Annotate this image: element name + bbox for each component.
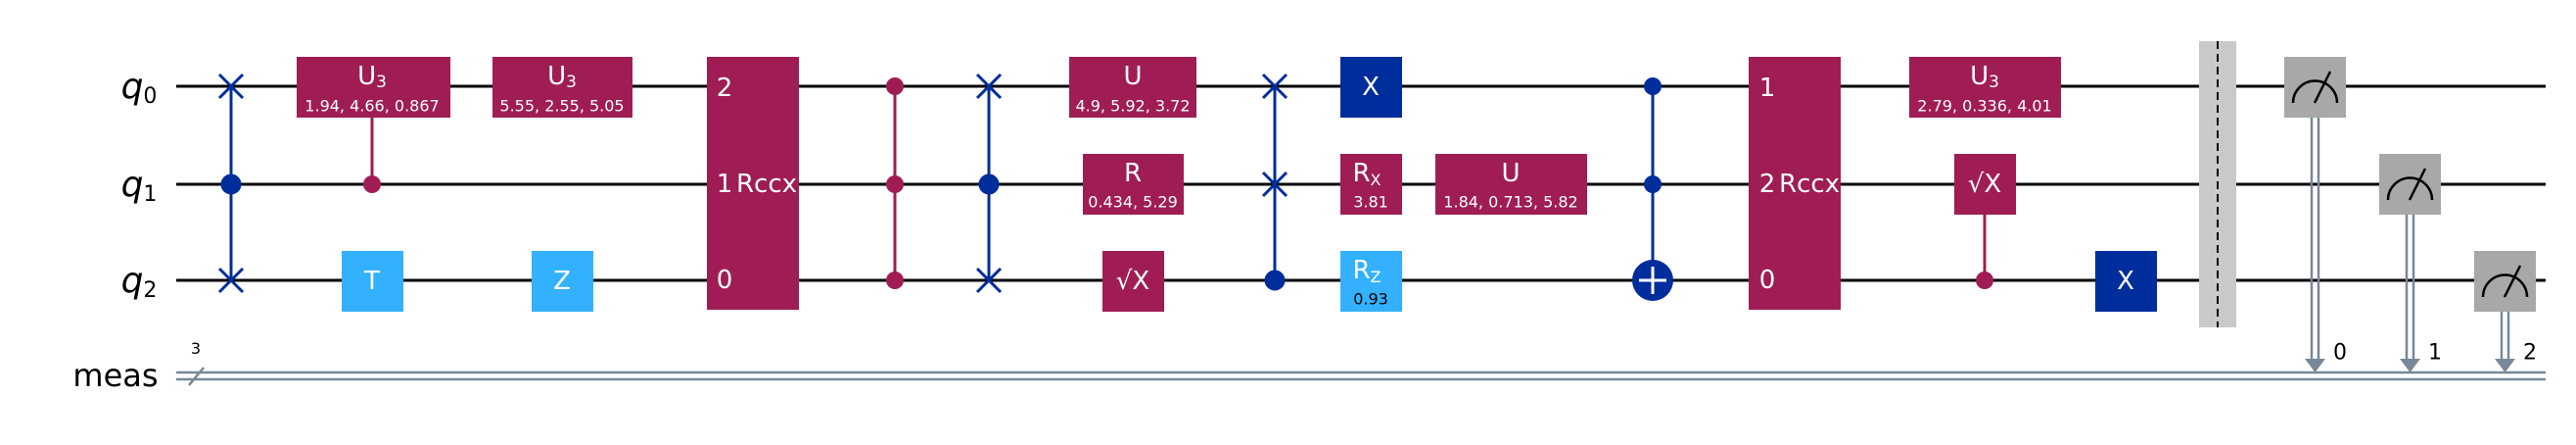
gate-label: √X xyxy=(1968,170,2001,199)
bit-index-label: 2 xyxy=(2523,341,2537,366)
control-dot xyxy=(886,77,904,95)
measure-q1: 1 xyxy=(2379,154,2442,372)
rccx-gate-1: 2 1 0 Rccx xyxy=(707,57,799,310)
gate-label: T xyxy=(363,267,380,296)
pin-label: 1 xyxy=(1759,74,1776,103)
pin-label: 2 xyxy=(717,74,733,103)
control-dot xyxy=(978,173,1000,195)
gate-label: U xyxy=(1123,62,1142,91)
csx-gate: √X xyxy=(1954,154,2016,289)
gate-label: RZ xyxy=(1352,256,1381,286)
cu3-gate-1: U3 1.94, 4.66, 0.867 xyxy=(297,57,450,193)
sx-gate-1: √X xyxy=(1102,251,1164,312)
bus-slash xyxy=(188,367,205,386)
gate-params: 4.9, 5.92, 3.72 xyxy=(1075,97,1190,116)
ccz-gate xyxy=(886,77,904,289)
classical-register-label: meas xyxy=(72,357,158,394)
bit-index-label: 1 xyxy=(2428,341,2442,366)
gate-params: 1.84, 0.713, 5.82 xyxy=(1443,193,1577,212)
meter-icon xyxy=(2291,79,2339,104)
rx-gate: RX 3.81 xyxy=(1340,154,1402,215)
gate-params: 1.94, 4.66, 0.867 xyxy=(304,97,439,116)
u3-gate-box xyxy=(297,57,450,118)
control-dot xyxy=(886,175,904,193)
r-gate: R 0.434, 5.29 xyxy=(1083,154,1184,215)
bit-index-label: 0 xyxy=(2333,341,2347,366)
gate-label: U3 xyxy=(1970,62,1999,92)
control-dot xyxy=(886,272,904,289)
x-gate-1: X xyxy=(1340,57,1402,118)
pin-label: 0 xyxy=(1759,266,1776,295)
cswap-gate-3 xyxy=(1261,73,1288,291)
control-dot xyxy=(1644,77,1662,95)
u-gate-2: U 1.84, 0.713, 5.82 xyxy=(1435,154,1587,215)
rz-gate: RZ 0.93 xyxy=(1340,251,1402,312)
z-gate: Z xyxy=(532,251,593,312)
gate-label: U xyxy=(1501,159,1520,188)
gate-label: X xyxy=(1362,73,1380,102)
qubit-label-q0: q0 xyxy=(121,67,158,109)
control-dot xyxy=(1264,270,1286,291)
qubit-label-q2: q2 xyxy=(121,261,158,303)
meter-icon xyxy=(2481,273,2529,298)
cswap-gate-1 xyxy=(217,73,245,294)
barrier xyxy=(2199,41,2236,327)
gate-params: 0.434, 5.29 xyxy=(1088,193,1178,212)
gate-label: U3 xyxy=(357,62,387,92)
qubit-label-q1: q1 xyxy=(121,165,158,207)
gate-label: X xyxy=(2117,267,2134,296)
measure-q0: 0 xyxy=(2284,57,2347,372)
pin-label: 1 xyxy=(717,170,733,199)
cswap-gate-2 xyxy=(975,73,1003,294)
gate-params: 5.55, 2.55, 5.05 xyxy=(499,97,624,116)
classical-register-wire: 3 xyxy=(176,339,2546,386)
pin-label: 2 xyxy=(1759,170,1776,199)
classical-width-label: 3 xyxy=(191,339,201,358)
meter-icon xyxy=(2386,176,2434,201)
control-dot xyxy=(220,173,242,195)
gate-label: RX xyxy=(1352,159,1381,189)
gate-label: Z xyxy=(553,267,571,296)
u-gate-1: U 4.9, 5.92, 3.72 xyxy=(1069,57,1196,118)
control-dot xyxy=(1976,272,1993,289)
gate-params: 3.81 xyxy=(1353,193,1388,212)
control-dot xyxy=(363,175,381,193)
gate-label: √X xyxy=(1116,267,1149,296)
control-dot xyxy=(1644,175,1662,193)
t-gate: T xyxy=(342,251,403,312)
gate-label: R xyxy=(1124,159,1142,188)
ccx-gate xyxy=(1632,77,1673,301)
x-gate-2: X xyxy=(2095,251,2157,312)
rccx-gate-2: 1 2 0 Rccx xyxy=(1749,57,1841,310)
gate-params: 0.93 xyxy=(1353,290,1388,309)
u3-gate-2: U3 5.55, 2.55, 5.05 xyxy=(492,57,632,118)
gate-label: U3 xyxy=(547,62,577,92)
measure-q2: 2 xyxy=(2474,251,2537,372)
gate-label: Rccx xyxy=(1779,170,1840,199)
gate-params: 2.79, 0.336, 4.01 xyxy=(1917,97,2051,116)
pin-label: 0 xyxy=(717,266,733,295)
u3-gate-3: U3 2.79, 0.336, 4.01 xyxy=(1909,57,2061,118)
gate-label: Rccx xyxy=(736,170,797,199)
qubit-labels: q0 q1 q2 meas xyxy=(72,67,158,395)
